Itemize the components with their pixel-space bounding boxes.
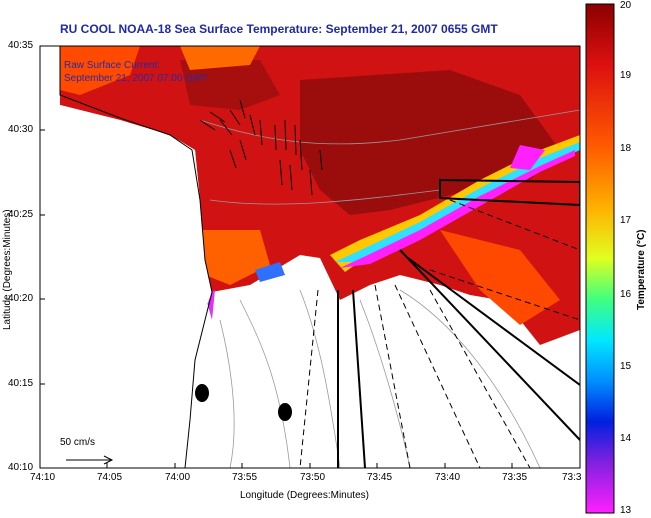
colorbar-title: Temperature (°C) [636, 229, 647, 311]
map-title: RU COOL NOAA-18 Sea Surface Temperature:… [60, 22, 498, 36]
current-label: Raw Surface Current: [64, 60, 161, 71]
current-vectors [199, 99, 323, 196]
y-tick: 40:10 [8, 462, 34, 473]
x-tick: 73:45 [367, 472, 393, 483]
x-tick: 73:3 [562, 472, 582, 483]
x-tick: 74:05 [97, 472, 123, 483]
colorbar-tick: 18 [620, 143, 632, 154]
x-tick: 74:00 [165, 472, 191, 483]
colorbar-tick: 16 [620, 289, 632, 300]
colorbar-tick: 15 [620, 361, 632, 372]
x-tick: 73:55 [232, 472, 258, 483]
colorbar-tick: 17 [620, 215, 632, 226]
sst-field [40, 46, 580, 468]
colorbar-tick: 19 [620, 70, 632, 81]
x-tick: 74:10 [30, 472, 56, 483]
scale-label: 50 cm/s [60, 437, 96, 448]
x-tick: 73:50 [300, 472, 326, 483]
colorbar-tick: 13 [620, 505, 632, 516]
current-time: September 21, 2007 07:00 GMT [64, 73, 208, 84]
y-tick: 40:35 [8, 40, 34, 51]
y-tick: 40:20 [8, 293, 34, 304]
colorbar [585, 3, 615, 514]
x-tick: 73:40 [435, 472, 461, 483]
x-axis-label: Longitude (Degrees:Minutes) [240, 490, 369, 501]
y-tick: 40:30 [8, 124, 34, 135]
y-tick: 40:25 [8, 209, 34, 220]
colorbar-tick: 14 [620, 433, 632, 444]
y-tick: 40:15 [8, 378, 34, 389]
y-axis-label: Latitude (Degrees:Minutes) [2, 209, 13, 330]
x-tick: 73:35 [502, 472, 528, 483]
colorbar-tick: 20 [620, 0, 632, 11]
